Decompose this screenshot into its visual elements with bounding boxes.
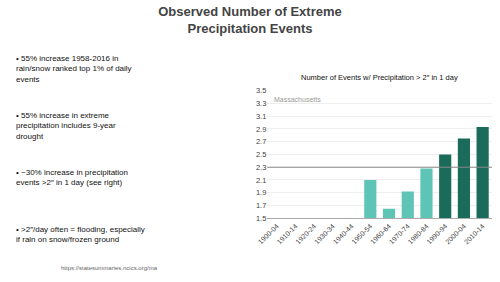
svg-text:2010-14: 2010-14 (463, 222, 486, 245)
svg-text:1920-24: 1920-24 (294, 222, 317, 245)
svg-text:• 55% increase in extremepreci: • 55% increase in extremeprecipitation i… (16, 111, 116, 141)
svg-text:1910-14: 1910-14 (275, 222, 298, 245)
svg-text:Number of Events w/ Precipitat: Number of Events w/ Precipitation > 2″ i… (301, 73, 458, 82)
svg-text:2.9: 2.9 (256, 125, 266, 134)
svg-text:• 55% increase 1958-2016 inrai: • 55% increase 1958-2016 inrain/snow ran… (16, 54, 132, 84)
svg-text:• >2″/day often = flooding, es: • >2″/day often = flooding, especiallyif… (16, 225, 145, 244)
svg-text:1.5: 1.5 (256, 214, 266, 223)
svg-text:1900-04: 1900-04 (257, 222, 280, 245)
svg-text:3.1: 3.1 (256, 112, 266, 121)
svg-text:1930-34: 1930-34 (313, 222, 336, 245)
svg-text:• ~30% increase in precipitati: • ~30% increase in precipitationevents >… (16, 168, 128, 187)
svg-text:2.3: 2.3 (256, 163, 266, 172)
svg-text:1.7: 1.7 (256, 201, 266, 210)
svg-text:Observed Number of ExtremePrec: Observed Number of ExtremePrecipitation … (158, 4, 342, 36)
svg-text:1980-84: 1980-84 (407, 222, 430, 245)
svg-text:1970-74: 1970-74 (388, 222, 411, 245)
svg-text:1.9: 1.9 (256, 188, 266, 197)
svg-text:https://statesummaries.ncics.o: https://statesummaries.ncics.org/ma (61, 265, 158, 271)
svg-text:2.5: 2.5 (256, 150, 266, 159)
svg-text:3.3: 3.3 (256, 99, 266, 108)
svg-text:3.5: 3.5 (256, 86, 266, 95)
svg-text:2.7: 2.7 (256, 137, 266, 146)
svg-text:2.1: 2.1 (256, 176, 266, 185)
svg-text:1940-44: 1940-44 (332, 222, 355, 245)
svg-text:2000-04: 2000-04 (444, 222, 467, 245)
svg-text:1950-54: 1950-54 (350, 222, 373, 245)
svg-text:1990-94: 1990-94 (425, 222, 448, 245)
svg-text:Massachusetts: Massachusetts (274, 96, 321, 103)
svg-text:1960-64: 1960-64 (369, 222, 392, 245)
